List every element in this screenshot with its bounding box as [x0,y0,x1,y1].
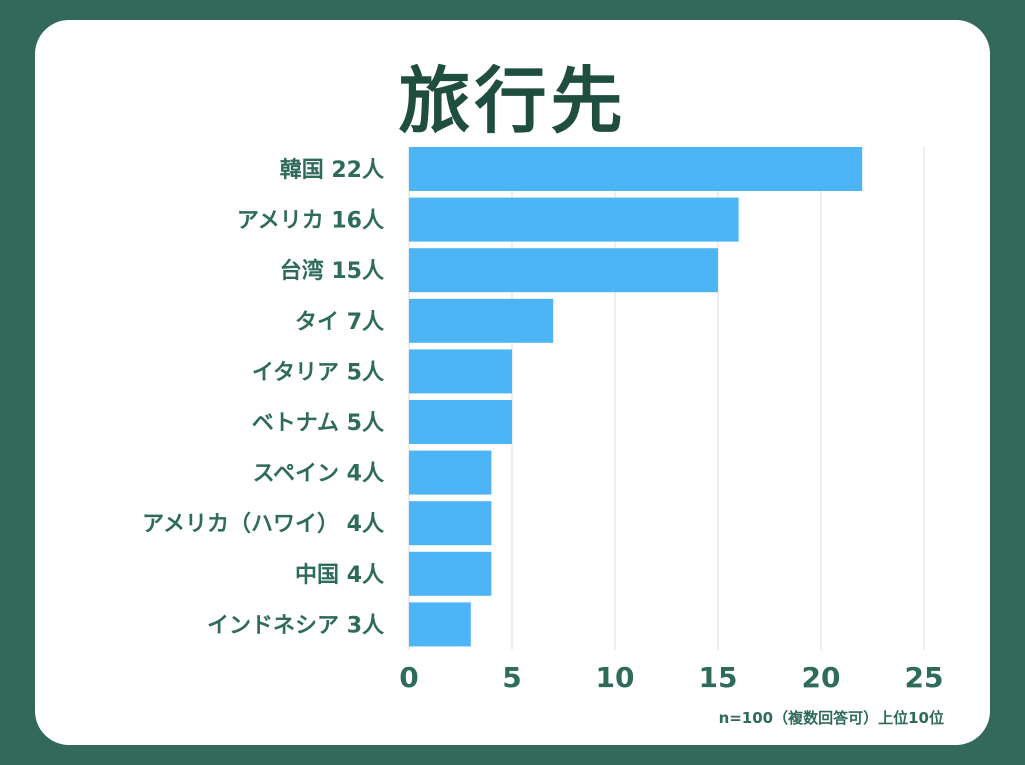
bars [409,147,863,647]
category-label: インドネシア 3人 [207,613,384,638]
bar [409,248,718,293]
category-label: アメリカ（ハワイ） 4人 [142,512,384,537]
category-label: イタリア 5人 [252,360,384,385]
bar [409,450,492,495]
bar [409,349,512,394]
x-tick-label: 5 [502,661,521,694]
x-tick-label: 10 [596,661,635,694]
chart-footnote: n=100（複数回答可）上位10位 [718,709,944,727]
x-tick-label: 15 [699,661,738,694]
x-tick-label: 20 [802,661,841,694]
category-label: 韓国 22人 [280,157,384,183]
x-axis-tick-labels: 0 5 10 15 20 25 [399,661,943,694]
bar [409,147,863,191]
category-label: 中国 4人 [295,563,384,588]
category-label: 台湾 15人 [280,258,384,284]
x-tick-label: 25 [905,661,944,694]
chart-title: 旅行先 [398,59,627,143]
category-label: ベトナム 5人 [252,411,384,436]
category-label: アメリカ 16人 [237,209,384,234]
category-label: スペイン 4人 [253,462,384,487]
category-label: タイ 7人 [295,310,384,335]
x-tick-label: 0 [399,661,418,694]
bar [409,400,512,444]
bar [409,298,554,343]
bar [409,551,492,596]
bar [409,197,739,242]
bar [409,501,492,546]
bar [409,602,471,647]
